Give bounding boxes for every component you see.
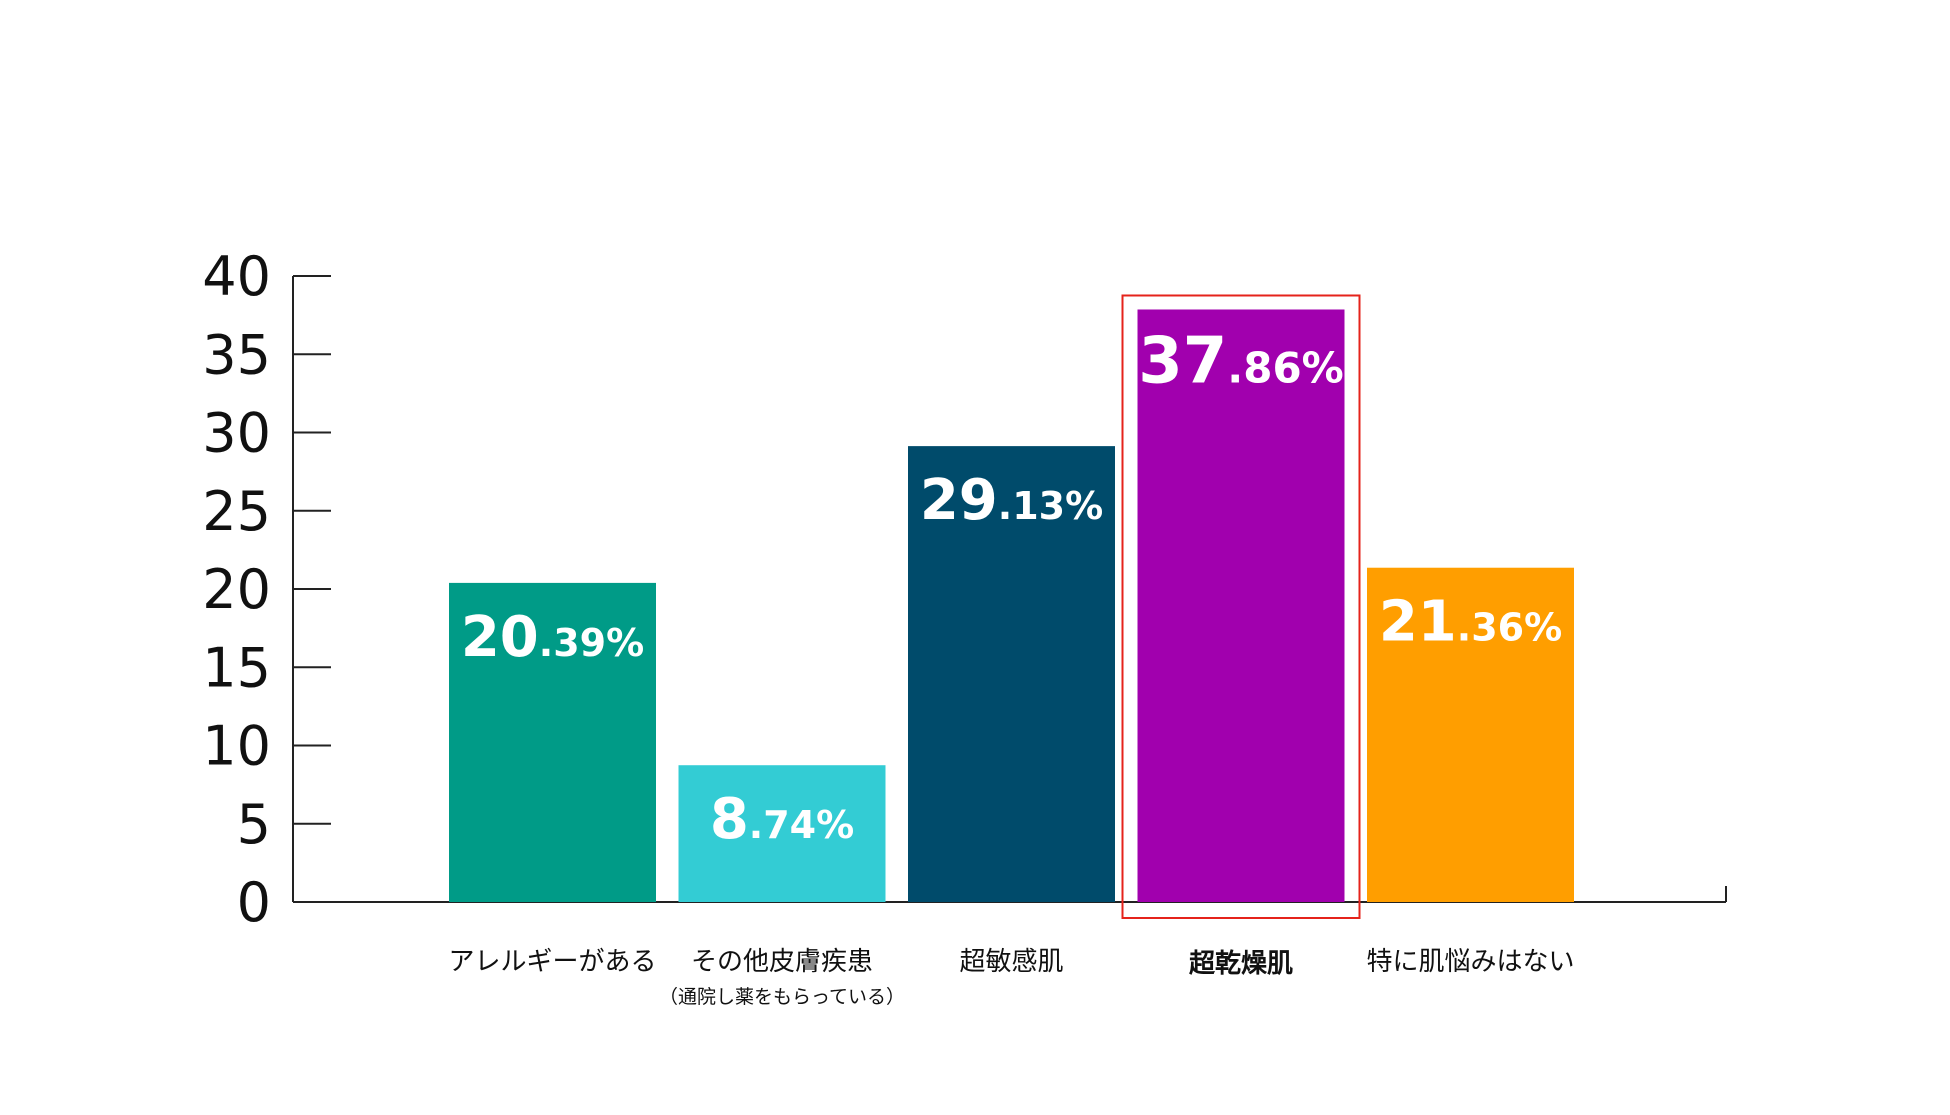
bar (449, 582, 656, 902)
bar (908, 446, 1115, 902)
bar-value-label: 21.36% (1379, 590, 1562, 655)
category-label: 特に肌悩みはない (1366, 947, 1574, 977)
bar-value-label: 8.74% (710, 787, 854, 852)
y-tick-label: 30 (202, 402, 271, 465)
category-label: その他皮膚疾患 (691, 947, 873, 977)
category-label: アレルギーがある (448, 947, 656, 977)
bar-value-label: 37.86% (1138, 324, 1344, 398)
bar-value-dec: .86% (1227, 343, 1343, 392)
bar-value-dec: .74% (749, 803, 854, 847)
category-label: 超乾燥肌 (1189, 949, 1293, 979)
bar-value-dec: .39% (539, 621, 644, 665)
y-tick-label: 10 (202, 715, 271, 778)
bars (449, 309, 1574, 903)
y-tick-label: 5 (237, 793, 271, 856)
y-tick-label: 0 (237, 871, 271, 934)
value-labels: 20.39% 8.74% 29.13% 37.86% 21.36% (461, 324, 1562, 852)
bar-value-int: 20 (461, 605, 539, 670)
category-labels: アレルギーがある その他皮膚疾患 （通院し薬をもらっている） 超敏感肌 超乾燥肌 特に肌悩… (448, 947, 1574, 1008)
y-axis: 0 5 10 15 20 25 30 35 40 (202, 245, 331, 934)
bar-value-dec: .13% (998, 484, 1103, 528)
y-tick-label: 20 (202, 558, 271, 621)
y-tick-label: 40 (202, 245, 271, 308)
bar-value-label: 20.39% (461, 605, 644, 670)
bar (1137, 309, 1345, 903)
y-tick-label: 15 (202, 636, 271, 699)
y-tick-label: 35 (202, 323, 271, 386)
bar (678, 765, 886, 902)
bar (1367, 567, 1574, 902)
category-sublabel: （通院し薬をもらっている） (659, 986, 905, 1008)
y-tick-label: 25 (202, 480, 271, 543)
bar-value-dec: .36% (1457, 606, 1562, 650)
bar-value-int: 37 (1138, 324, 1227, 398)
bar-value-label: 29.13% (920, 468, 1103, 533)
highlight-frame (1121, 294, 1361, 919)
category-label: 超敏感肌 (959, 947, 1063, 977)
bar-value-int: 29 (920, 468, 998, 533)
bar-value-int: 8 (710, 787, 749, 852)
bar-value-int: 21 (1379, 590, 1457, 655)
highlight-rect (1121, 294, 1361, 919)
